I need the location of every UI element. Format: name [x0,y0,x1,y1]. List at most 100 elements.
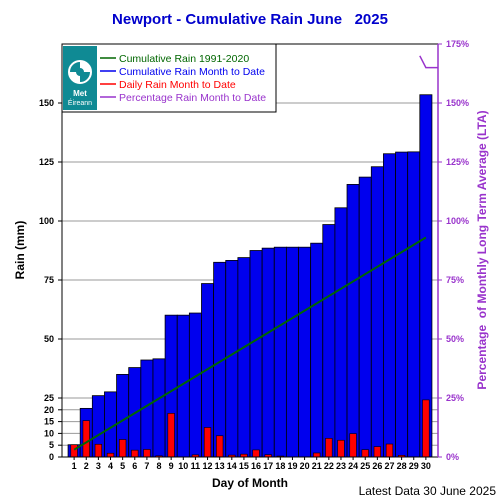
y2-tick-label: 75% [446,275,464,285]
chart-title: Newport - Cumulative Rain June 2025 [112,11,388,28]
daily-rain-bar [337,439,345,458]
series-lines [73,55,438,451]
y-axis-label: Rain (mm) [13,221,27,280]
x-tick-label: 13 [215,461,225,471]
cumulative-rain-bar [395,151,409,458]
cumulative-rain-bar [298,246,312,458]
y2-tick-label: 25% [446,393,464,403]
x-tick-label: 1 [72,461,77,471]
legend-label: Cumulative Rain Month to Date [119,66,265,78]
x-tick-label: 28 [397,461,407,471]
x-tick-label: 16 [251,461,261,471]
daily-rain-bar [70,444,78,458]
logo-swirl-blade2-icon [69,72,80,83]
cumulative-rain-bar [370,166,384,458]
cumulative-rain-bar [237,257,251,458]
y-tick-label: 150 [39,98,54,108]
x-tick-label: 4 [108,461,113,471]
y-tick-label: 50 [44,334,54,344]
cumulative-rain-bar [334,207,348,458]
logo-text-met: Met [73,89,87,98]
y2-tick-label: 100% [446,216,469,226]
cumulative-rain-bar [152,358,166,458]
cumulative-rain-bar [285,246,299,458]
daily-rain-bar [252,449,260,458]
daily-rain-bar [216,435,224,458]
y-tick-label: 0 [49,452,54,462]
x-tick-label: 15 [239,461,249,471]
y2-tick-label: 125% [446,157,469,167]
lta-cumulative-line [73,236,427,451]
y-tick-label: 10 [44,428,54,438]
daily-rain-bar [143,449,151,458]
y2-tick-label: 150% [446,98,469,108]
daily-rain-bar [422,399,430,458]
daily-rain-bar [82,420,90,458]
x-tick-label: 24 [348,461,358,471]
daily-rain-bar [373,446,381,458]
met-eireann-logo: Met Éireann [63,46,97,110]
x-axis-label: Day of Month [212,476,288,490]
x-tick-label: 21 [312,461,322,471]
x-tick-label: 22 [324,461,334,471]
y-tick-label: 25 [44,393,54,403]
legend-label: Daily Rain Month to Date [119,79,236,91]
y-tick-label: 75 [44,275,54,285]
daily-rain-bar [131,449,139,458]
x-tick-label: 26 [372,461,382,471]
daily-rain-bar [313,452,321,458]
x-tick-label: 5 [120,461,125,471]
daily-rain-bar [94,443,103,458]
x-tick-label: 25 [360,461,370,471]
x-tick-label: 7 [144,461,149,471]
y-tick-label: 15 [44,417,54,427]
legend: Met Éireann Cumulative Rain 1991-2020Cum… [61,43,277,113]
cumulative-rain-bar [358,176,372,458]
daily-rain-bar [106,452,115,458]
bars [67,94,433,458]
percentage-line [419,55,438,69]
daily-rain-bar [385,443,394,458]
daily-rain-bar [203,427,212,458]
x-tick-label: 20 [300,461,310,471]
cumulative-rain-bar [261,247,275,458]
legend-label: Cumulative Rain 1991-2020 [119,53,249,65]
logo-swirl-blade-icon [80,61,91,72]
x-tick-label: 11 [191,461,201,471]
daily-rain-bar [167,413,175,458]
x-tick-label: 6 [132,461,137,471]
cumulative-rain-bar [346,184,360,458]
legend-label: Percentage Rain Month to Date [119,92,266,104]
cumulative-rain-bar [188,312,202,458]
cumulative-rain-bar [225,260,239,458]
y-tick-label: 100 [39,216,54,226]
x-tick-label: 12 [203,461,213,471]
daily-rain-bar [361,449,369,458]
y-tick-label: 125 [39,157,54,167]
x-tick-label: 18 [275,461,285,471]
cumulative-rain-bar [273,246,287,458]
y2-tick-label: 50% [446,334,464,344]
y2-axis-label: Percentage of Monthly Long Term Average … [475,110,489,389]
x-tick-label: 30 [421,461,431,471]
x-tick-label: 23 [336,461,346,471]
y-tick-label: 5 [49,440,54,450]
cumulative-rain-bar [310,242,324,458]
x-tick-label: 17 [263,461,273,471]
daily-rain-bar [325,438,333,458]
latest-data-footer: Latest Data 30 June 2025 [359,484,497,498]
y-tick-label: 20 [44,405,54,415]
cumulative-rain-bar [407,151,421,458]
x-tick-label: 2 [84,461,89,471]
x-tick-label: 10 [178,461,188,471]
x-tick-label: 29 [409,461,419,471]
x-tick-label: 3 [96,461,101,471]
x-tick-label: 8 [157,461,162,471]
x-tick-label: 19 [287,461,297,471]
x-tick-label: 9 [169,461,174,471]
cumulative-rain-bar [249,250,263,458]
cumulative-rain-bar [383,153,396,458]
daily-rain-bar [119,439,127,458]
